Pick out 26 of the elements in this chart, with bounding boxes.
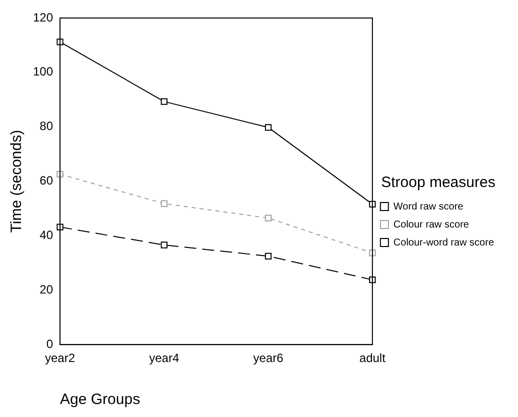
x-tick-label: adult (359, 351, 386, 366)
point (160, 98, 168, 105)
x-tick-label: year4 (149, 351, 180, 366)
y-tick-label: 40 (40, 228, 54, 242)
point (160, 242, 168, 248)
point (264, 252, 272, 260)
y-tick-label: 20 (40, 282, 54, 296)
y-axis-title: Time (seconds) (8, 130, 26, 233)
y-tick-label: 100 (32, 64, 54, 79)
point (56, 38, 64, 46)
x-tick-label: year2 (45, 351, 76, 366)
y-tick-label: 0 (46, 336, 54, 351)
legend-title: Stroop measures (381, 174, 496, 192)
point (264, 124, 272, 131)
point (264, 214, 272, 222)
point (56, 224, 64, 230)
x-tick-label: year6 (253, 351, 284, 366)
legend-label: Word raw score (393, 201, 464, 212)
y-tick-label: 60 (40, 174, 54, 188)
y-tick-label: 80 (40, 119, 54, 134)
point (160, 200, 168, 207)
legend-label: Colour-word raw score (393, 237, 494, 248)
x-axis-title: Age Groups (60, 391, 140, 408)
y-tick-label: 120 (32, 10, 54, 24)
legend-label: Colour raw score (393, 219, 470, 230)
point (56, 170, 64, 178)
